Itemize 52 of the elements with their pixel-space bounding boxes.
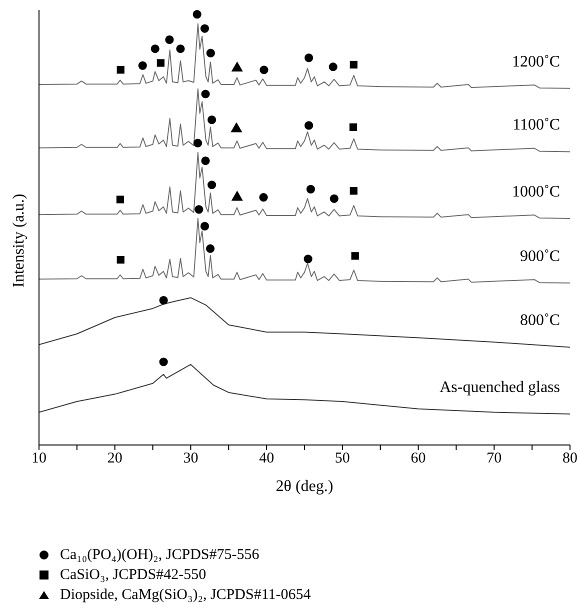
x-tick-label: 40 <box>259 450 274 467</box>
point <box>304 54 314 62</box>
point <box>150 44 160 54</box>
point <box>176 44 185 54</box>
point <box>116 256 124 264</box>
point <box>208 116 216 124</box>
point <box>328 62 338 72</box>
point <box>259 193 268 202</box>
point <box>200 222 210 230</box>
point <box>304 254 312 264</box>
series-label: 1100˚C <box>512 116 560 134</box>
point <box>351 252 359 260</box>
point <box>165 35 174 44</box>
point <box>306 184 316 194</box>
y-axis-title: Intensity (a.u.) <box>10 194 28 288</box>
point <box>159 358 168 366</box>
point <box>156 59 164 67</box>
point <box>194 205 204 214</box>
point <box>349 123 358 131</box>
point <box>330 194 338 203</box>
point <box>201 90 210 98</box>
x-axis-title: 2θ (deg.) <box>276 478 334 495</box>
x-tick-label: 70 <box>486 450 502 467</box>
point <box>304 121 314 130</box>
point <box>138 61 147 70</box>
point <box>260 66 268 74</box>
x-tick-label: 50 <box>334 450 350 467</box>
point <box>206 244 215 253</box>
point <box>350 60 358 69</box>
series-label: 1200˚C <box>512 53 560 70</box>
series-label: 900˚C <box>520 248 560 266</box>
x-tick-label: 60 <box>410 450 426 467</box>
point <box>159 296 168 305</box>
point <box>206 48 215 58</box>
point <box>116 196 124 204</box>
point <box>200 24 210 33</box>
point <box>193 138 202 148</box>
series-label: 800˚C <box>520 312 560 330</box>
point <box>201 156 210 166</box>
x-tick-label: 80 <box>562 450 577 467</box>
legend-label: Diopside, CaMg(SiO₃)₂, JCPDS#11-0654 <box>60 586 311 605</box>
point <box>116 66 124 74</box>
series-label: As-quenched glass <box>440 378 560 396</box>
point <box>192 10 202 19</box>
x-tick-label: 20 <box>107 450 122 467</box>
legend-label: CaSiO₃, JCPDS#42-550 <box>60 566 206 585</box>
x-tick-label: 30 <box>183 450 198 467</box>
x-tick-label: 10 <box>32 450 46 467</box>
legend-label: Ca₁₀(PO₄)(OH)₂, JCPDS#75-556 <box>60 546 260 565</box>
point <box>208 180 216 190</box>
point <box>350 187 358 195</box>
series-label: 1000˚C <box>512 183 560 200</box>
